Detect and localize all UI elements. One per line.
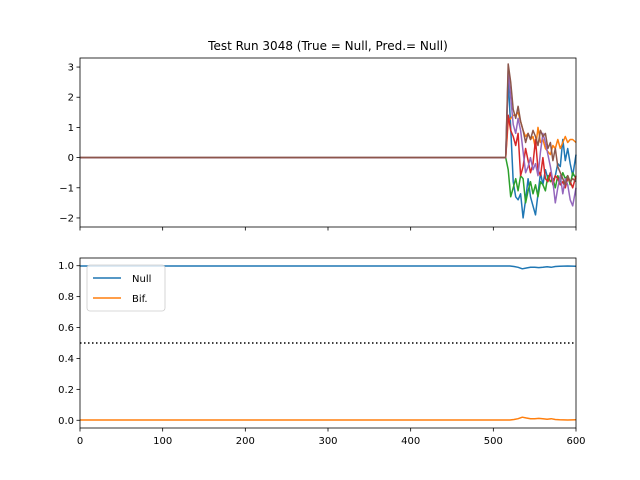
top-series-line-4 xyxy=(80,69,577,207)
bottom-x-tick-label: 400 xyxy=(401,436,420,447)
top-series-line-2 xyxy=(80,156,577,204)
top-y-tick-label: −1 xyxy=(59,183,74,194)
top-y-tick-label: 3 xyxy=(68,63,74,74)
top-plot-y-ticks: −2 −1 0 1 2 3 xyxy=(59,63,80,224)
top-y-tick-label: 0 xyxy=(68,153,74,164)
bottom-y-tick-label: 0.6 xyxy=(58,323,74,334)
top-plot-title: Test Run 3048 (True = Null, Pred.= Null) xyxy=(207,39,448,53)
top-y-tick-label: 1 xyxy=(68,123,74,134)
bottom-y-tick-label: 0.8 xyxy=(58,292,74,303)
bottom-series-line-1 xyxy=(80,416,577,421)
bottom-plot-legend: Null Bif. xyxy=(86,264,166,312)
top-plot: Test Run 3048 (True = Null, Pred.= Null)… xyxy=(59,39,577,231)
bottom-y-tick-label: 0.4 xyxy=(58,354,74,365)
top-y-tick-label: −2 xyxy=(59,213,74,224)
bottom-y-tick-label: 1.0 xyxy=(58,261,74,272)
bottom-x-tick-label: 600 xyxy=(566,436,585,447)
bottom-y-tick-label: 0.0 xyxy=(58,416,74,427)
bottom-x-tick-label: 0 xyxy=(77,436,83,447)
legend-label-bif: Bif. xyxy=(132,294,148,305)
bottom-x-tick-label: 300 xyxy=(318,436,337,447)
top-plot-series xyxy=(80,63,577,219)
bottom-plot-series xyxy=(80,265,577,421)
bottom-plot: 0.0 0.2 0.4 0.6 0.8 1.0 0 100 200 300 400 500 600 N… xyxy=(58,257,586,447)
bottom-plot-x-ticks: 0 100 200 300 400 500 600 xyxy=(77,428,586,447)
bottom-y-tick-label: 0.2 xyxy=(58,385,74,396)
bottom-x-tick-label: 200 xyxy=(236,436,255,447)
bottom-series-line-0 xyxy=(80,265,577,270)
bottom-x-tick-label: 100 xyxy=(153,436,172,447)
bottom-plot-y-ticks: 0.0 0.2 0.4 0.6 0.8 1.0 xyxy=(58,261,80,427)
legend-box xyxy=(86,264,166,312)
top-series-line-3 xyxy=(80,114,577,189)
top-y-tick-label: 2 xyxy=(68,93,74,104)
top-series-line-5 xyxy=(80,63,577,186)
bottom-x-tick-label: 500 xyxy=(484,436,503,447)
top-plot-x-ticks xyxy=(79,227,577,231)
legend-label-null: Null xyxy=(132,274,151,285)
